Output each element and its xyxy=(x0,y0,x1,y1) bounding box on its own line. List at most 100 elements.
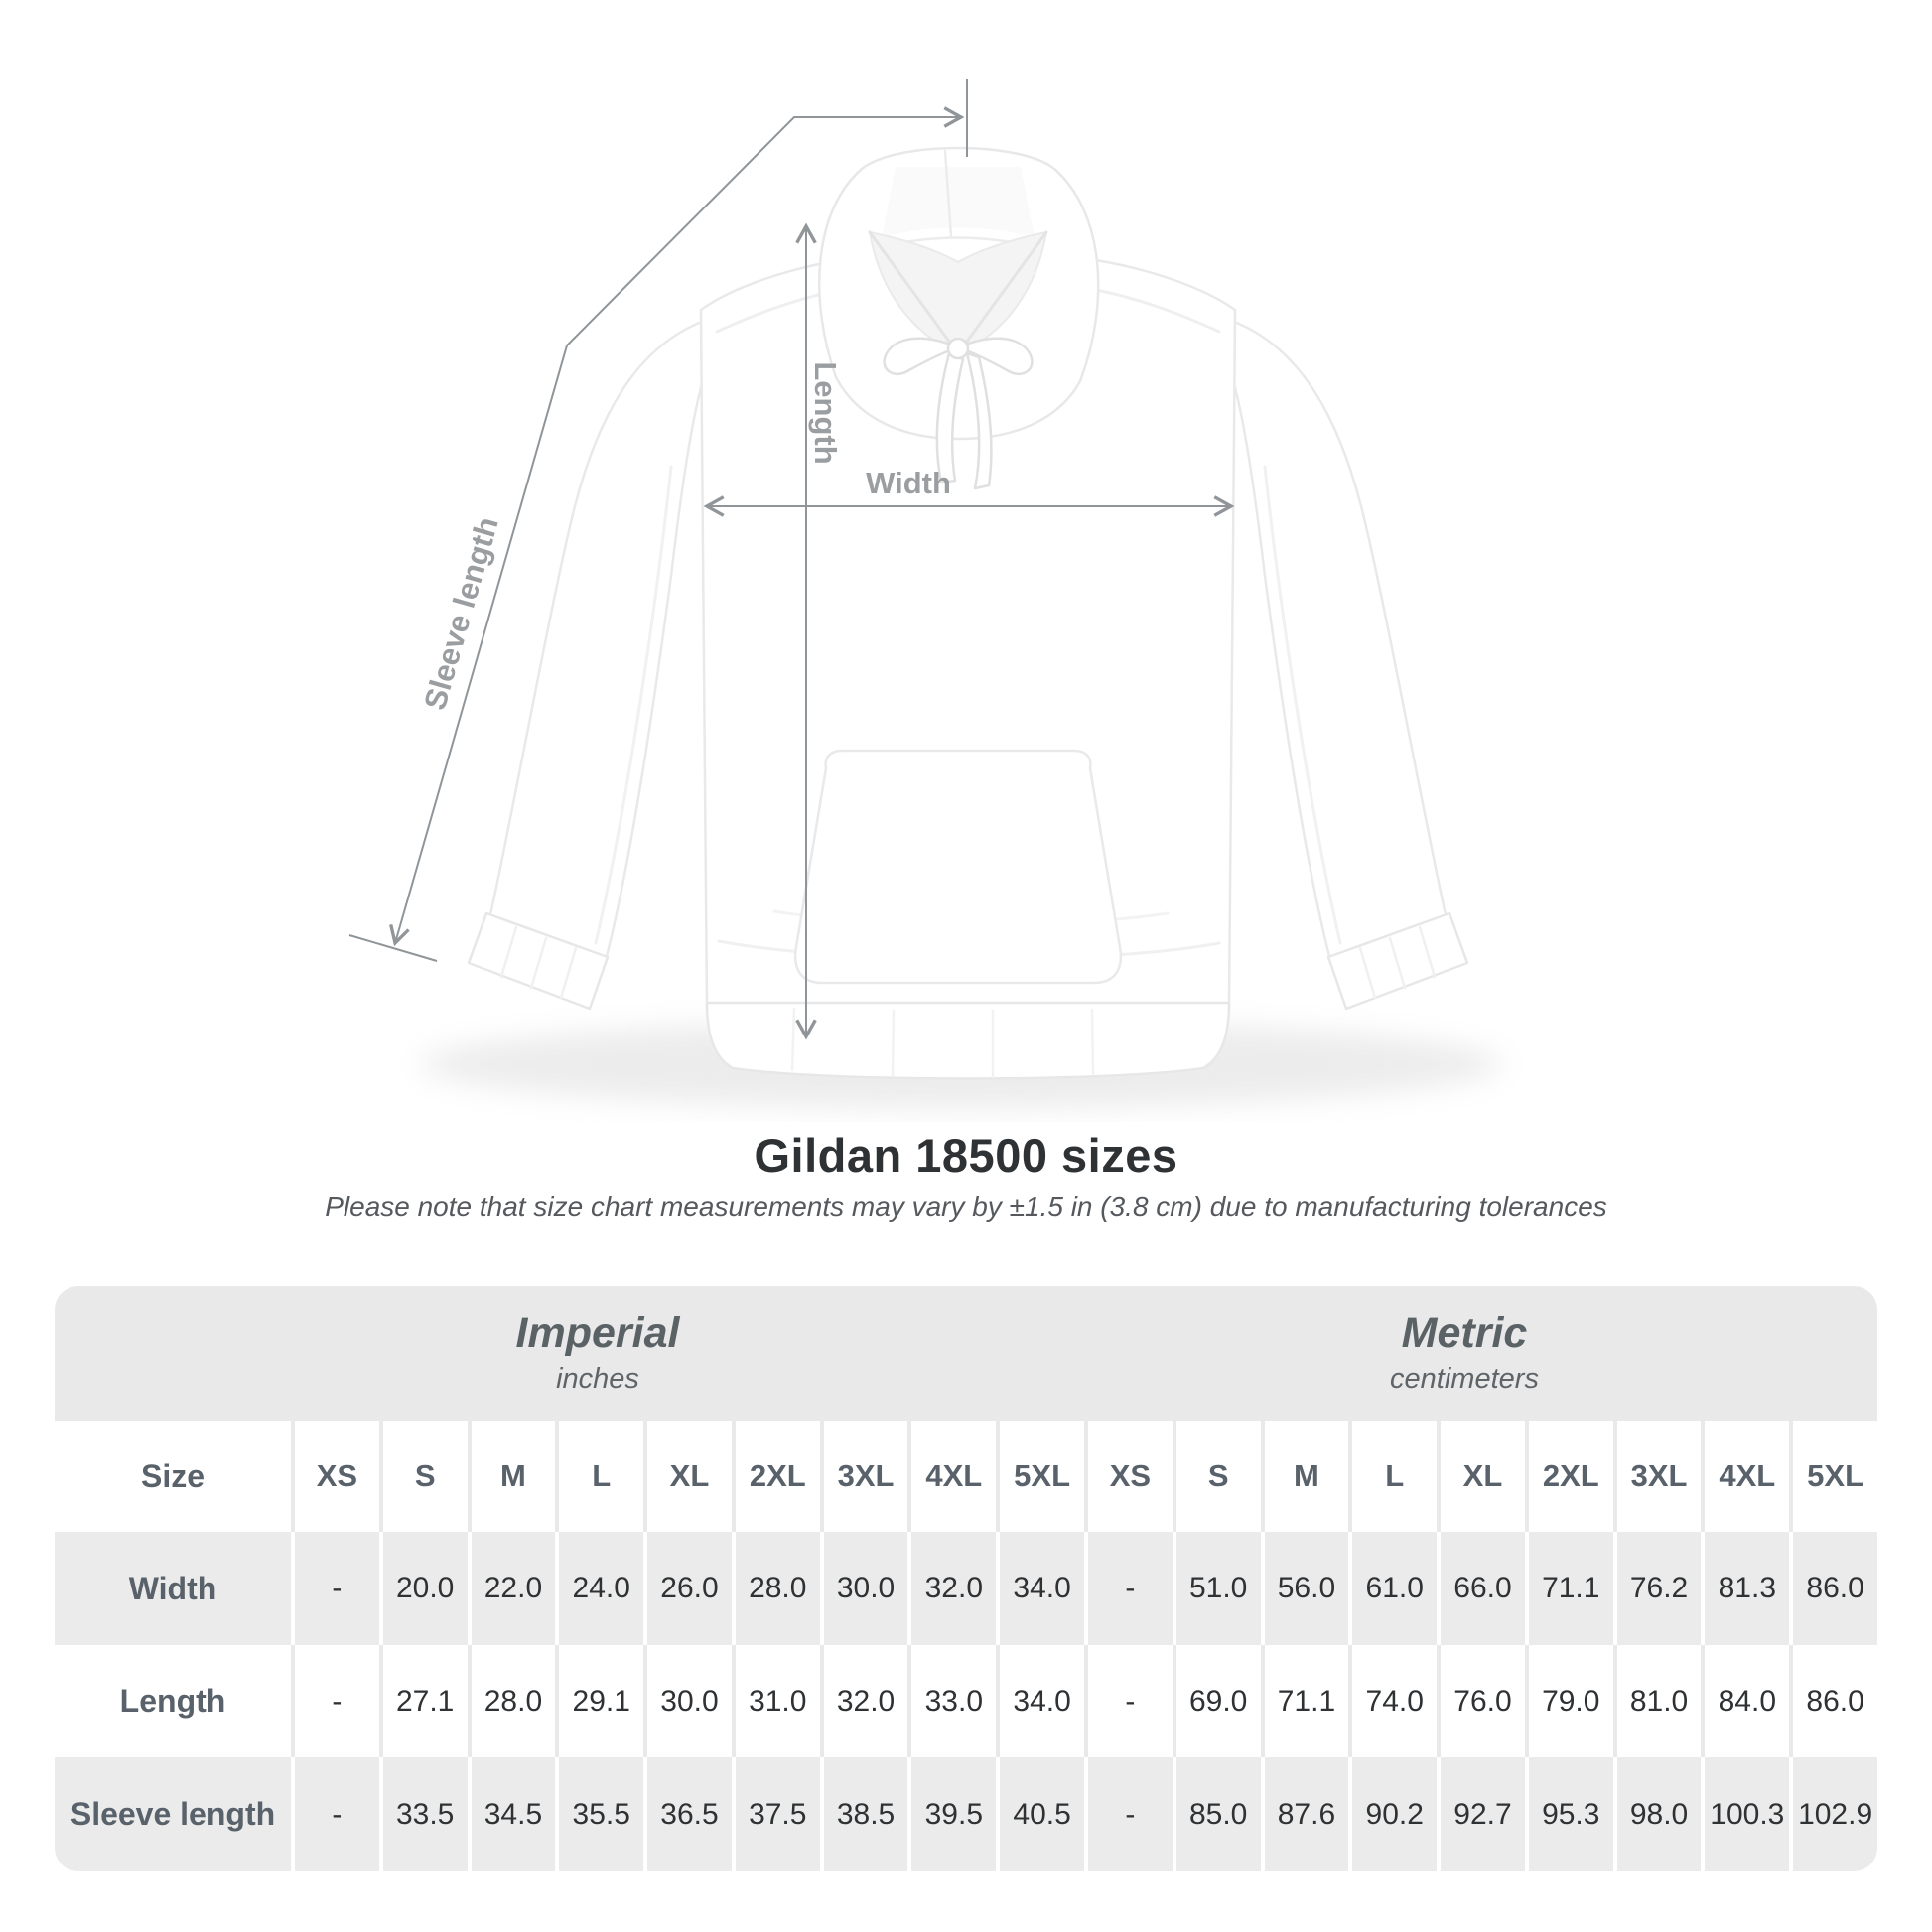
measurement-cell: 76.0 xyxy=(1437,1645,1525,1757)
metric-name: Metric xyxy=(1401,1309,1528,1357)
right-shoulder-seam xyxy=(1084,286,1221,334)
measurement-cell: 39.5 xyxy=(907,1757,997,1871)
measurement-cell: 74.0 xyxy=(1348,1645,1438,1757)
measurement-cell: 81.3 xyxy=(1701,1532,1790,1645)
measurement-cell: 85.0 xyxy=(1172,1757,1261,1871)
measurement-cell: 40.5 xyxy=(996,1757,1084,1871)
right-sleeve-fold xyxy=(1263,465,1342,945)
measurement-cell: 38.5 xyxy=(819,1757,908,1871)
size-column-header: 2XL xyxy=(731,1421,820,1532)
measurement-cell: 81.0 xyxy=(1612,1645,1702,1757)
measurement-cell: 61.0 xyxy=(1348,1532,1438,1645)
metric-unit: centimeters xyxy=(1390,1363,1539,1396)
measurement-cell: 71.1 xyxy=(1260,1645,1349,1757)
imperial-unit: inches xyxy=(556,1363,639,1396)
cuff-tick xyxy=(348,934,438,962)
hoodie-measurement-figure: Width Length Sleeve length xyxy=(348,79,1502,1108)
size-corner-label: Size xyxy=(55,1421,291,1532)
measurement-cell: 31.0 xyxy=(731,1645,820,1757)
size-column-header: M xyxy=(1260,1421,1349,1532)
measurement-cell: - xyxy=(291,1757,379,1871)
measurement-cell: 36.5 xyxy=(643,1757,732,1871)
measurement-cell: 86.0 xyxy=(1789,1645,1877,1757)
measurement-cell: - xyxy=(291,1532,379,1645)
measurement-cell: 69.0 xyxy=(1172,1645,1261,1757)
measurement-cell: 28.0 xyxy=(467,1645,556,1757)
size-column-header: 5XL xyxy=(1789,1421,1877,1532)
hood-inner-back xyxy=(882,167,1035,238)
hem-band xyxy=(705,1001,1231,1080)
imperial-name: Imperial xyxy=(515,1309,680,1357)
measurement-cell: 79.0 xyxy=(1524,1645,1613,1757)
left-sleeve xyxy=(487,318,709,966)
kangaroo-pocket xyxy=(793,749,1123,985)
measurement-cell: 95.3 xyxy=(1524,1757,1613,1871)
measurement-cell: 33.5 xyxy=(378,1757,468,1871)
imperial-unit-header: Imperial inches xyxy=(515,1309,680,1396)
size-column-header: XS xyxy=(291,1421,379,1532)
measurement-cell: 71.1 xyxy=(1524,1532,1613,1645)
measurement-cell: 20.0 xyxy=(378,1532,468,1645)
size-chart-table: Imperial inches Metric centimeters Size X… xyxy=(55,1286,1877,1871)
table-row: Sleeve length -33.5 34.5 35.5 36.5 37.5 38.5 39… xyxy=(55,1757,1877,1871)
measurement-cell: 30.0 xyxy=(643,1645,732,1757)
table-row: Width -20.0 22.0 24.0 26.0 28.0 30.0 32.0 34.0-5… xyxy=(55,1532,1877,1645)
hoodie-illustration xyxy=(467,146,1469,1080)
measurement-cell: 56.0 xyxy=(1260,1532,1349,1645)
measurement-cell: 28.0 xyxy=(731,1532,820,1645)
sleeve-length-dimension-line xyxy=(389,106,965,947)
measurement-cell: 32.0 xyxy=(819,1645,908,1757)
measurement-cell: - xyxy=(291,1645,379,1757)
measurement-cell: - xyxy=(1084,1757,1173,1871)
page-title: Gildan 18500 sizes xyxy=(754,1129,1178,1181)
size-column-header: XL xyxy=(643,1421,732,1532)
measurement-cell: 29.1 xyxy=(555,1645,644,1757)
dimension-lines xyxy=(348,79,1235,1040)
measurement-cell: 90.2 xyxy=(1348,1757,1438,1871)
measurement-cell: 66.0 xyxy=(1437,1532,1525,1645)
measurement-cell: 22.0 xyxy=(467,1532,556,1645)
right-cuff-ribs xyxy=(1358,925,1437,1000)
table-row: Length -27.1 28.0 29.1 30.0 31.0 32.0 33.0 34.0-… xyxy=(55,1645,1877,1757)
length-label: Length xyxy=(808,361,843,464)
measurement-cell: 26.0 xyxy=(643,1532,732,1645)
right-sleeve xyxy=(1227,318,1449,966)
measurement-cell: 76.2 xyxy=(1612,1532,1702,1645)
row-label: Sleeve length xyxy=(55,1757,291,1871)
measurement-cell: 33.0 xyxy=(907,1645,997,1757)
measurement-cell: 87.6 xyxy=(1260,1757,1349,1871)
size-header-row: Size XS S M L XL 2XL 3XL 4XL 5XL XS S M L XL 2XL 3XL 4XL 5… xyxy=(55,1421,1877,1532)
tolerance-note: Please note that size chart measurements… xyxy=(325,1191,1607,1222)
measurement-cell: 34.0 xyxy=(996,1645,1084,1757)
measurement-cell: 37.5 xyxy=(731,1757,820,1871)
size-column-header: 3XL xyxy=(819,1421,908,1532)
measurement-cell: 27.1 xyxy=(378,1645,468,1757)
row-label: Length xyxy=(55,1645,291,1757)
measurement-cell: 98.0 xyxy=(1612,1757,1702,1871)
size-table-body: Width -20.0 22.0 24.0 26.0 28.0 30.0 32.0 34.0-5… xyxy=(55,1532,1877,1871)
size-column-header: 4XL xyxy=(1701,1421,1790,1532)
measurement-cell: 32.0 xyxy=(907,1532,997,1645)
size-column-header: 3XL xyxy=(1612,1421,1702,1532)
measurement-cell: 92.7 xyxy=(1437,1757,1525,1871)
measurement-cell: 24.0 xyxy=(555,1532,644,1645)
width-label: Width xyxy=(866,466,951,500)
measurement-cell: - xyxy=(1084,1645,1173,1757)
size-column-header: M xyxy=(467,1421,556,1532)
sleeve-length-label: Sleeve length xyxy=(417,513,505,714)
size-column-header: 5XL xyxy=(996,1421,1084,1532)
size-column-header: 2XL xyxy=(1524,1421,1613,1532)
unit-band: Imperial inches Metric centimeters xyxy=(55,1286,1877,1421)
hem-ribs xyxy=(790,1007,1095,1079)
size-column-header: 4XL xyxy=(907,1421,997,1532)
row-label: Width xyxy=(55,1532,291,1645)
size-column-header: S xyxy=(1172,1421,1261,1532)
size-column-header: L xyxy=(555,1421,644,1532)
size-column-header: XL xyxy=(1437,1421,1525,1532)
size-column-header: XS xyxy=(1084,1421,1173,1532)
measurement-cell: 34.5 xyxy=(467,1757,556,1871)
size-column-header: S xyxy=(378,1421,468,1532)
measurement-cell: 100.3 xyxy=(1701,1757,1790,1871)
measurement-cell: 51.0 xyxy=(1172,1532,1261,1645)
